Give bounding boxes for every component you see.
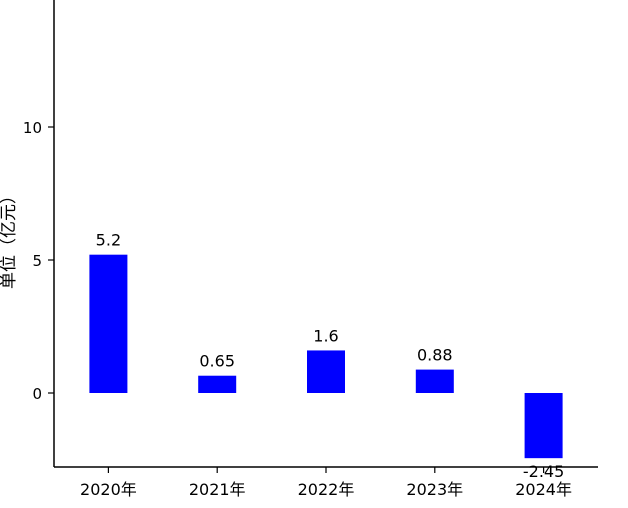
bar bbox=[89, 254, 128, 393]
y-tick-label: 5 bbox=[32, 252, 42, 270]
y-tick-label: 0 bbox=[32, 385, 42, 403]
x-tick-label: 2021年 bbox=[189, 480, 246, 499]
data-label: -2.45 bbox=[523, 462, 564, 481]
y-axis-label: 单位（亿元） bbox=[0, 187, 19, 289]
bar bbox=[198, 375, 237, 393]
bar bbox=[524, 393, 563, 459]
x-tick-label: 2024年 bbox=[515, 480, 572, 499]
x-tick-label: 2022年 bbox=[298, 480, 355, 499]
data-label: 0.65 bbox=[199, 352, 235, 371]
data-label: 1.6 bbox=[313, 326, 338, 345]
data-label: 5.2 bbox=[96, 231, 121, 250]
x-tick-label: 2020年 bbox=[80, 480, 137, 499]
bar bbox=[307, 350, 345, 393]
bar bbox=[415, 369, 454, 393]
data-label: 0.88 bbox=[417, 346, 453, 365]
y-tick-label: 15 bbox=[23, 0, 42, 4]
x-tick-label: 2023年 bbox=[406, 480, 463, 499]
y-tick-label: 10 bbox=[23, 119, 42, 137]
